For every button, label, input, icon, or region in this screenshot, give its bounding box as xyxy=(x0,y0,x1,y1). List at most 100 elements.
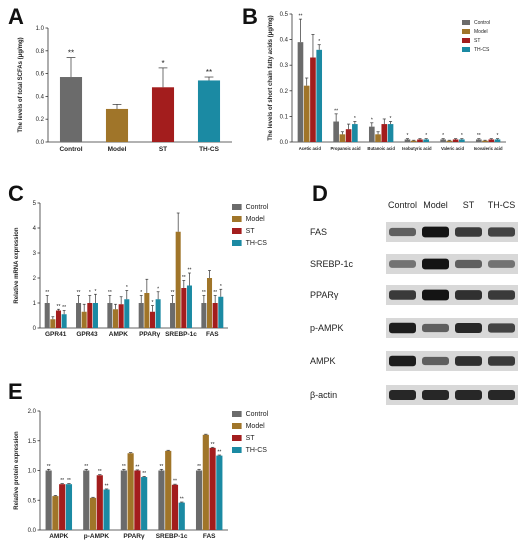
y-tick-label: 1.0 xyxy=(36,26,45,32)
legend-swatch xyxy=(462,38,470,43)
bar-control-3 xyxy=(158,470,165,530)
significance-mark: ** xyxy=(206,68,212,77)
bar-model-1 xyxy=(339,134,346,142)
blot-band xyxy=(455,389,482,401)
bar-model-4 xyxy=(175,231,181,328)
y-tick-label: 1.5 xyxy=(28,439,37,445)
bar-st-3 xyxy=(171,484,179,530)
bar-th-cs-0 xyxy=(61,314,67,328)
y-axis-label: Relative protein expression xyxy=(14,431,20,510)
x-tick-label: GPR43 xyxy=(76,331,98,338)
y-tick-label: 0.0 xyxy=(28,528,37,534)
bar-th-cs-4 xyxy=(186,285,192,328)
significance-mark: * xyxy=(318,39,320,45)
bar-st-0 xyxy=(55,310,62,328)
significance-mark: ** xyxy=(159,464,163,470)
chart-a: A 0.0 0.2 0.4 0.6 0.8 1.0 The levels of total … xyxy=(8,4,232,153)
y-tick-label: 0.2 xyxy=(280,89,289,95)
significance-mark: ** xyxy=(173,479,177,485)
blot-row-label: FAS xyxy=(310,227,327,237)
significance-mark: ** xyxy=(68,49,74,58)
significance-mark: * xyxy=(126,285,128,291)
significance-mark: ** xyxy=(122,464,126,470)
legend: Control Model ST TH-CS xyxy=(462,20,490,53)
bar-model-4 xyxy=(446,140,453,142)
legend-swatch xyxy=(232,204,242,210)
legend-label: ST xyxy=(246,435,256,442)
x-tick-label: PPARγ xyxy=(123,533,145,540)
significance-mark: ** xyxy=(188,268,192,274)
blot-column-label: Control xyxy=(388,200,417,210)
plot-E: 0.0 0.5 1.0 1.5 2.0 Relative protein expressi… xyxy=(14,409,269,540)
bar-st-3 xyxy=(417,139,423,142)
x-tick-label: ST xyxy=(159,146,167,153)
bar-model-3 xyxy=(144,293,150,328)
legend-label: TH-CS xyxy=(474,47,490,53)
significance-mark: ** xyxy=(67,478,71,484)
y-tick-label: 1.0 xyxy=(28,469,37,475)
y-tick-label: 2.0 xyxy=(28,409,37,415)
legend-label: ST xyxy=(474,38,480,44)
blot-band xyxy=(455,259,482,269)
blot-band xyxy=(389,260,416,268)
x-tick-label: SREBP-1c xyxy=(156,533,188,540)
y-tick-label: 4 xyxy=(33,226,37,232)
significance-mark: ** xyxy=(62,305,66,311)
blot-column-label: TH-CS xyxy=(488,200,516,210)
blot-row-label: β-actin xyxy=(310,390,337,400)
blot-band xyxy=(488,290,515,300)
bar-control-1 xyxy=(76,303,82,328)
bar-st-2 xyxy=(118,304,124,328)
bar-th-cs-4 xyxy=(459,139,465,142)
significance-mark: ** xyxy=(142,471,146,477)
y-tick-label: 3 xyxy=(33,251,37,257)
significance-mark: ** xyxy=(180,497,184,503)
bar-control-4 xyxy=(195,470,203,530)
blot-row-label: SREBP-1c xyxy=(310,259,354,269)
significance-mark: ** xyxy=(60,478,64,484)
bar-th-cs-2 xyxy=(387,124,394,142)
significance-mark: * xyxy=(461,133,463,139)
blot-band xyxy=(455,356,482,366)
blot-band xyxy=(389,227,416,237)
legend-label: Control xyxy=(474,20,490,26)
significance-mark: * xyxy=(442,133,444,139)
bar-control-4 xyxy=(440,139,446,142)
bar-control-2 xyxy=(107,303,113,328)
panel-label-a: A xyxy=(8,4,24,29)
bar-control xyxy=(59,77,83,142)
bar-th-cs-1 xyxy=(103,489,110,530)
bar-control-3 xyxy=(138,303,144,328)
x-tick-label: FAS xyxy=(203,533,216,540)
x-tick-label: Isobutyric acid xyxy=(402,146,432,151)
blot-band xyxy=(422,356,449,366)
x-tick-label: PPARγ xyxy=(139,331,161,338)
blot-band xyxy=(488,356,515,366)
blot-strip xyxy=(386,254,518,274)
bar-model-5 xyxy=(206,278,213,328)
legend-swatch xyxy=(232,216,242,222)
x-tick-label: p-AMPK xyxy=(84,533,110,540)
significance-mark: * xyxy=(157,286,159,292)
legend-label: Control xyxy=(246,411,269,418)
bar-th-cs-3 xyxy=(423,139,430,142)
legend-label: Control xyxy=(246,204,269,211)
y-tick-label: 0.2 xyxy=(36,117,45,123)
chart-e: E 0.0 0.5 1.0 1.5 2.0 Relative protein expres… xyxy=(8,379,269,540)
significance-mark: ** xyxy=(182,275,186,281)
blot-grid: Control Model ST TH-CS FAS SREBP-1c PPARγ p-AMP… xyxy=(310,200,518,405)
blot-row-label: PPARγ xyxy=(310,290,339,300)
y-axis-label: The levels of short chain fatty acids (μ… xyxy=(268,15,274,140)
blot-band xyxy=(455,322,482,334)
bar-th-cs-0 xyxy=(316,49,323,143)
y-tick-label: 0.3 xyxy=(280,63,289,69)
blot-band xyxy=(389,322,416,334)
x-tick-label: TH-CS xyxy=(199,146,220,153)
blot-band xyxy=(389,355,416,367)
y-tick-label: 0.8 xyxy=(36,49,45,55)
bar-control-2 xyxy=(120,470,127,530)
bar-control-5 xyxy=(475,139,482,142)
significance-mark: * xyxy=(354,116,356,122)
legend-swatch xyxy=(232,435,242,441)
x-tick-label: Propanoic acid xyxy=(330,146,360,151)
